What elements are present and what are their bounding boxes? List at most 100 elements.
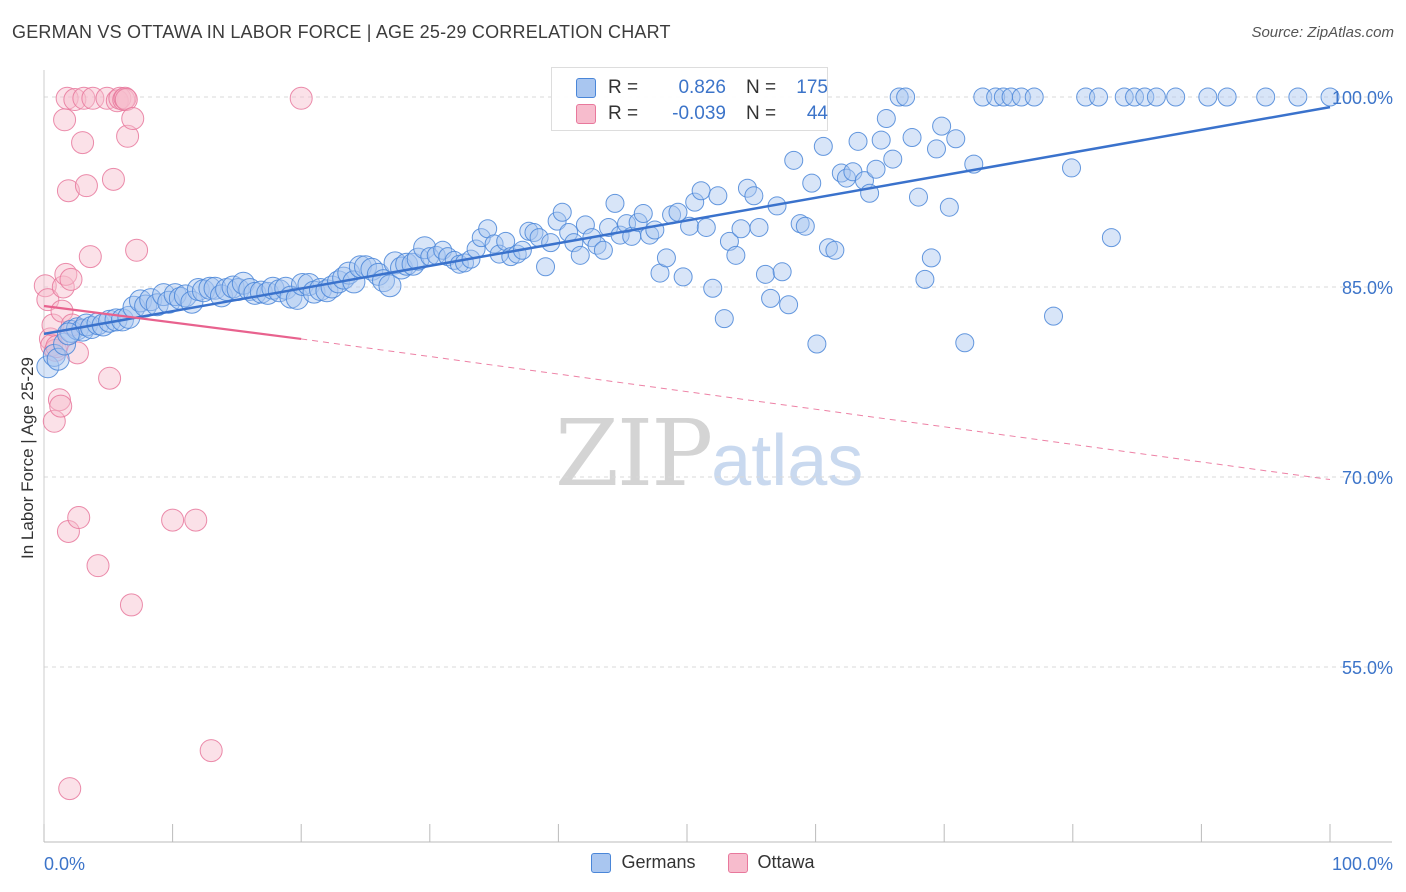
ottawa-legend-swatch: [727, 852, 748, 873]
ottawa-point: [71, 131, 95, 155]
legend-row-ottawa: R = -0.039 N = 44: [576, 102, 828, 126]
germans-point: [1062, 158, 1082, 178]
ottawa-n-value: 44: [806, 103, 828, 124]
ottawa-point: [86, 554, 110, 578]
germans-point: [46, 347, 70, 371]
germans-point: [795, 216, 815, 236]
germans-point: [691, 181, 711, 201]
germans-point: [1135, 87, 1155, 107]
germans-point: [378, 274, 402, 298]
y-tick-label: 70.0%: [1342, 468, 1393, 488]
ottawa-trend-line: [43, 304, 302, 341]
germans-point: [761, 288, 781, 308]
germans-point: [871, 130, 891, 150]
ottawa-trend-dashed: [301, 338, 1331, 481]
germans-point: [755, 264, 775, 284]
germans-point: [203, 276, 227, 300]
germans-point: [866, 159, 886, 179]
germans-trend-line: [43, 105, 1331, 336]
source-note: Source: ZipAtlas.com: [1251, 24, 1394, 41]
germans-point: [1044, 306, 1064, 326]
germans-legend-label: Germans: [621, 852, 696, 872]
ottawa-point: [114, 88, 138, 112]
germans-point: [955, 333, 975, 353]
ottawa-point: [36, 288, 60, 312]
ottawa-point: [184, 508, 208, 532]
germans-point: [703, 278, 723, 298]
germans-n-value: 175: [796, 77, 828, 98]
ottawa-point: [33, 274, 57, 298]
ottawa-swatch: [576, 104, 596, 124]
germans-point: [547, 211, 567, 231]
germans-points: [36, 87, 1340, 379]
ottawa-point: [101, 167, 125, 191]
germans-point: [714, 309, 734, 329]
watermark-zip: ZIP: [555, 400, 713, 507]
ottawa-point: [161, 508, 185, 532]
ottawa-point: [113, 86, 137, 110]
ottawa-point: [47, 388, 71, 412]
ottawa-n-label: N =: [746, 103, 777, 124]
ottawa-r-label: R =: [608, 103, 639, 124]
germans-point: [921, 248, 941, 268]
germans-point: [790, 214, 810, 234]
germans-point: [889, 87, 909, 107]
germans-point: [1024, 87, 1044, 107]
germans-point: [802, 173, 822, 193]
germans-point: [1288, 87, 1308, 107]
watermark: ZIPatlas: [555, 400, 863, 507]
germans-point: [749, 217, 769, 237]
germans-point: [946, 129, 966, 149]
germans-point: [552, 202, 572, 222]
legend-row-germans: R = 0.826 N = 175: [576, 76, 828, 100]
y-tick-label: 85.0%: [1342, 278, 1393, 298]
ottawa-point: [53, 108, 77, 132]
germans-point: [896, 87, 916, 107]
chart-title: GERMAN VS OTTAWA IN LABOR FORCE | AGE 25…: [12, 22, 671, 42]
x-tick-label-max: 100.0%: [1332, 854, 1393, 874]
ottawa-point: [81, 86, 105, 110]
axes: [43, 824, 1392, 843]
ottawa-point: [116, 124, 140, 148]
ottawa-point: [74, 174, 98, 198]
germans-point: [1146, 87, 1166, 107]
ottawa-point: [72, 86, 96, 110]
germans-point: [939, 197, 959, 217]
legend-item-germans[interactable]: Germans: [591, 852, 696, 873]
ottawa-point: [78, 245, 102, 269]
y-tick-label: 100.0%: [1332, 88, 1393, 108]
germans-point: [536, 257, 556, 277]
germans-point: [719, 231, 739, 251]
germans-point: [848, 131, 868, 151]
x-tick-label-min: 0.0%: [44, 854, 85, 874]
germans-point: [599, 217, 619, 237]
germans-point: [673, 267, 693, 287]
germans-point: [744, 186, 764, 206]
ottawa-point: [49, 394, 73, 418]
germans-point: [902, 128, 922, 148]
ottawa-point: [59, 267, 83, 291]
germans-point: [570, 245, 590, 265]
germans-point: [696, 217, 716, 237]
series-legend: Germans Ottawa: [0, 852, 1406, 873]
ottawa-legend-label: Ottawa: [757, 852, 815, 872]
germans-point: [772, 262, 792, 282]
ottawa-point: [63, 88, 87, 112]
germans-point: [56, 322, 80, 346]
germans-point: [413, 236, 437, 260]
germans-point: [524, 223, 544, 243]
germans-point: [1114, 87, 1134, 107]
germans-point: [1101, 228, 1121, 248]
germans-point: [908, 187, 928, 207]
ottawa-point: [119, 593, 143, 617]
legend-item-ottawa[interactable]: Ottawa: [727, 852, 815, 873]
germans-point: [605, 193, 625, 213]
germans-point: [932, 116, 952, 136]
ottawa-point: [42, 409, 66, 433]
germans-point: [915, 269, 935, 289]
ottawa-point: [67, 506, 91, 530]
germans-point: [784, 150, 804, 170]
germans-point: [656, 248, 676, 268]
germans-point: [813, 136, 833, 156]
